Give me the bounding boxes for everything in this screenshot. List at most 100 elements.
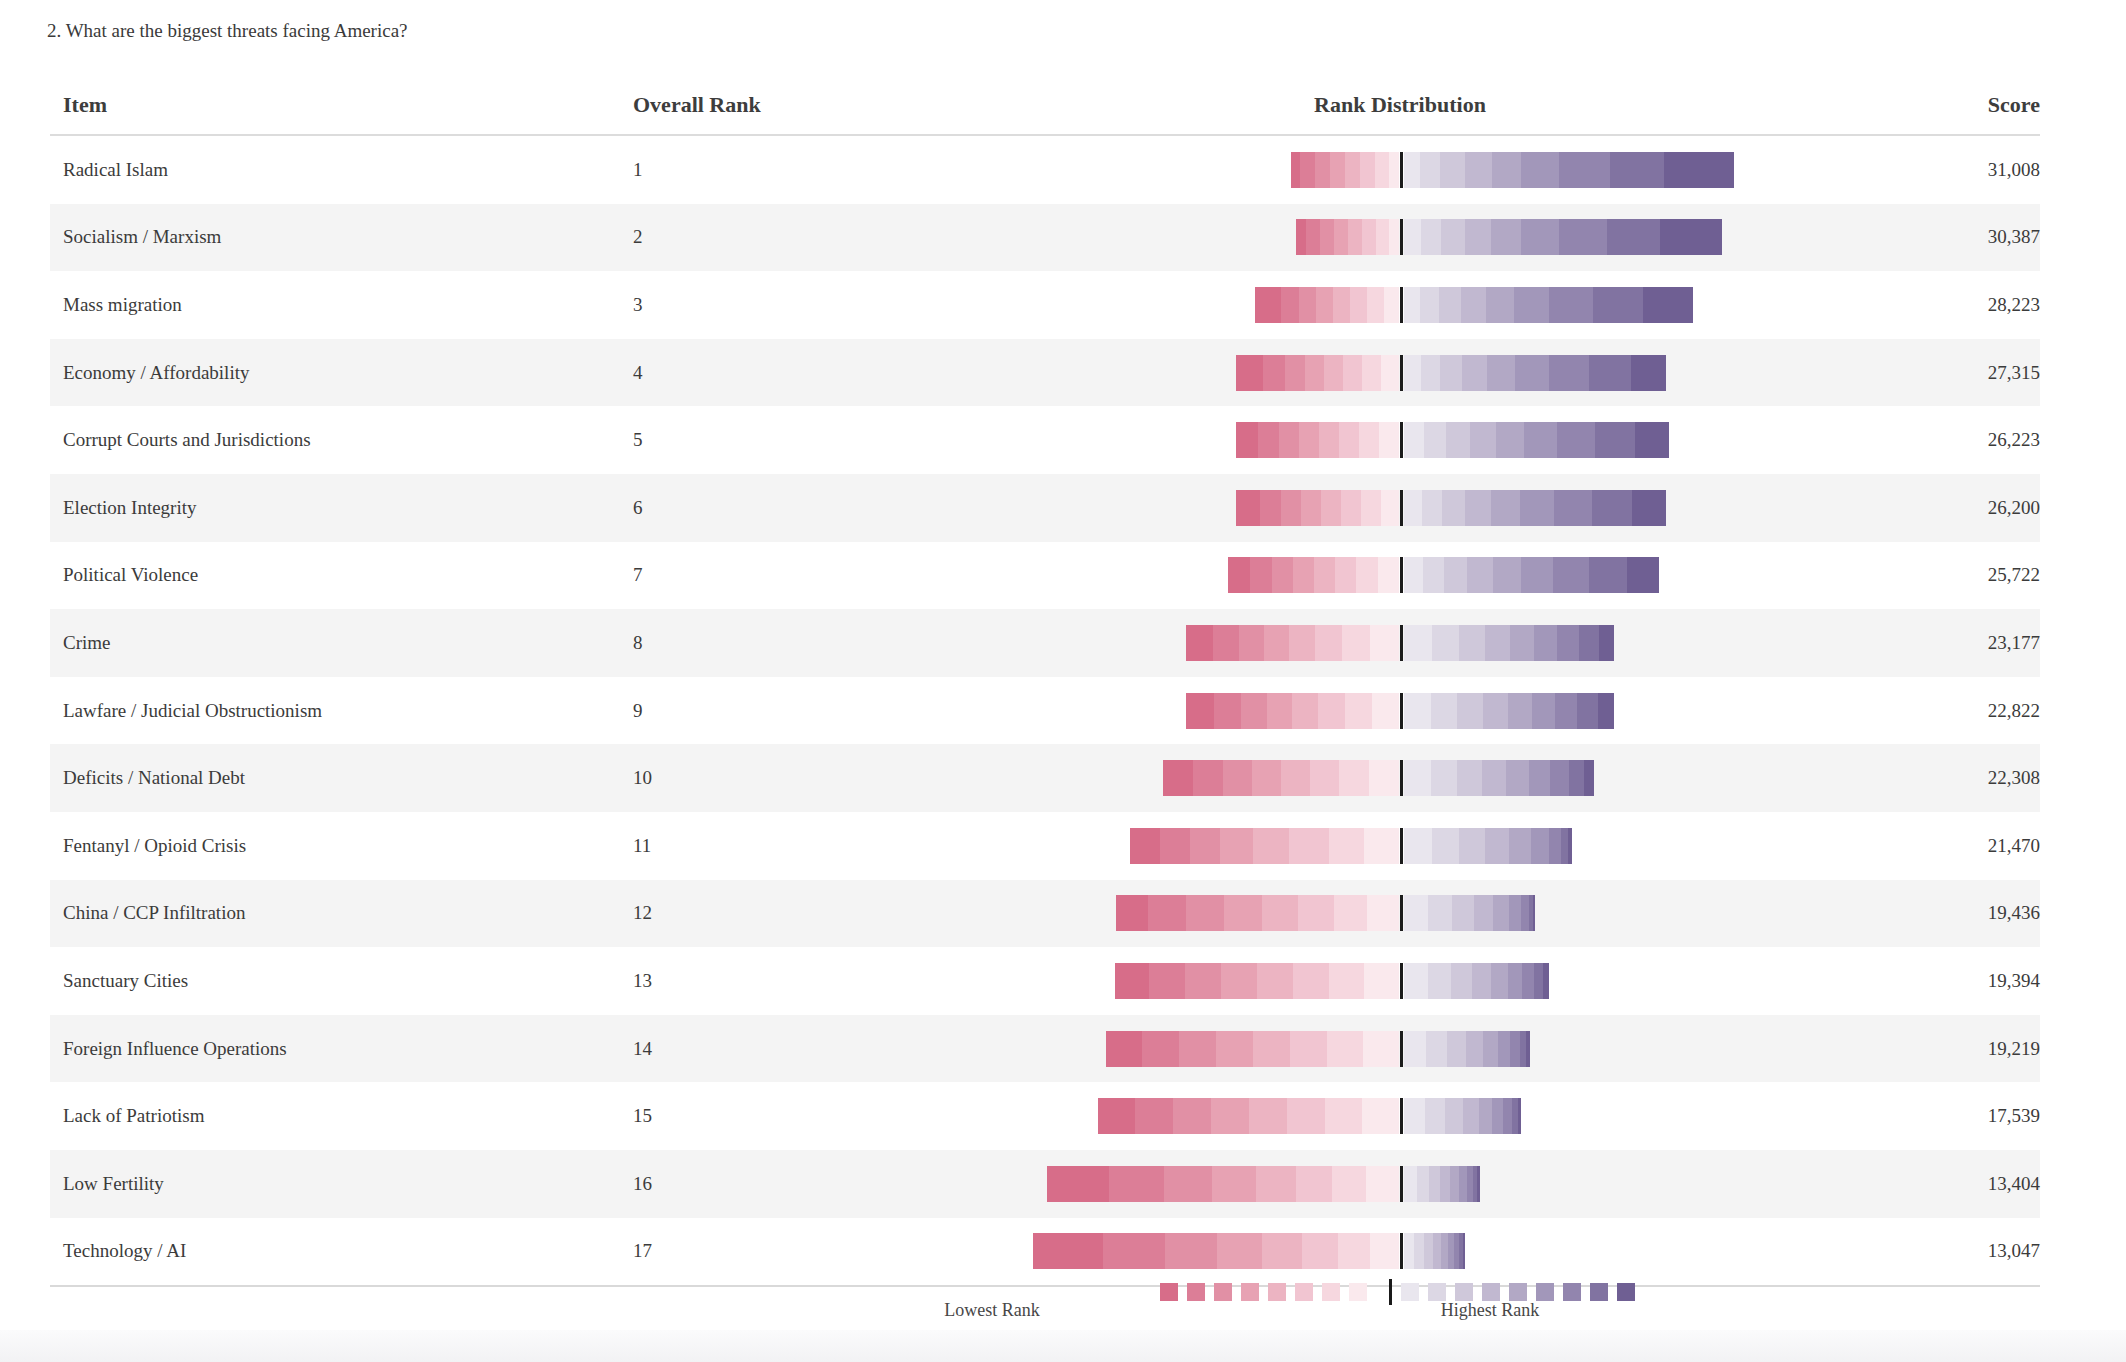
bar-segment-purple (1632, 490, 1666, 526)
bar-segment-purple (1417, 1166, 1429, 1202)
rank-distribution-bar (1098, 1098, 1521, 1134)
bar-segment-pink (1258, 422, 1279, 458)
rank-distribution-bar (1130, 828, 1572, 864)
bar-segment-purple (1465, 152, 1492, 188)
bar-segment-purple (1534, 625, 1557, 661)
bar-segment-pink (1381, 490, 1399, 526)
bar-segment-pink (1236, 490, 1260, 526)
bar-segment-purple (1493, 895, 1509, 931)
bar-segment-pink (1224, 895, 1262, 931)
bar-segment-purple (1424, 422, 1446, 458)
rank-distribution-cell (920, 204, 1880, 272)
bar-segment-pink (1334, 895, 1367, 931)
bar-segment-purple (1450, 1166, 1459, 1202)
bar-segment-purple (1607, 219, 1660, 255)
bar-segment-purple (1404, 693, 1431, 729)
item-label: China / CCP Infiltration (50, 902, 633, 924)
bar-segment-purple (1508, 693, 1532, 729)
bar-segment-pink (1033, 1233, 1103, 1269)
bar-segment-purple (1404, 557, 1423, 593)
page: 2. What are the biggest threats facing A… (0, 0, 2126, 1362)
table-row: Corrupt Courts and Jurisdictions 5 26,22… (50, 406, 2040, 474)
legend-swatch-pink (1241, 1283, 1259, 1301)
bar-segment-purple (1404, 828, 1432, 864)
bar-segment-pink (1279, 422, 1299, 458)
bar-segment-purple (1557, 625, 1579, 661)
bar-segment-pink (1164, 1166, 1212, 1202)
bar-segment-pink (1364, 828, 1399, 864)
bar-segment-purple (1442, 490, 1465, 526)
bar-segment-pink (1190, 828, 1220, 864)
bar-segment-purple (1584, 760, 1594, 796)
bar-segment-purple (1462, 355, 1487, 391)
score-value: 23,177 (1880, 632, 2040, 654)
bar-segment-pink (1356, 557, 1378, 593)
legend-swatch-purple (1563, 1283, 1581, 1301)
bar-median-divider (1400, 760, 1403, 796)
bar-segment-pink (1165, 1233, 1217, 1269)
score-value: 22,822 (1880, 700, 2040, 722)
bar-segment-pink (1345, 152, 1360, 188)
bar-segment-pink (1315, 625, 1342, 661)
table-row: Fentanyl / Opioid Crisis 11 21,470 (50, 812, 2040, 880)
bar-segment-purple (1589, 355, 1631, 391)
rank-distribution-bar (1106, 1031, 1530, 1067)
bar-segment-pink (1334, 219, 1348, 255)
bar-segment-purple (1404, 1166, 1417, 1202)
legend-swatch-pink (1268, 1283, 1286, 1301)
item-label: Mass migration (50, 294, 633, 316)
bar-segment-pink (1362, 355, 1381, 391)
table-row: China / CCP Infiltration 12 19,436 (50, 880, 2040, 948)
bar-segment-purple (1485, 625, 1510, 661)
bar-median-divider (1400, 490, 1403, 526)
rank-distribution-cell (920, 1082, 1880, 1150)
score-value: 28,223 (1880, 294, 2040, 316)
page-title: 2. What are the biggest threats facing A… (47, 20, 408, 42)
rank-distribution-bar (1236, 355, 1666, 391)
bar-segment-purple (1482, 760, 1506, 796)
bar-segment-pink (1255, 287, 1281, 323)
rank-distribution-cell (920, 1150, 1880, 1218)
table-row: Technology / AI 17 13,047 (50, 1218, 2040, 1286)
rank-distribution-bar (1236, 422, 1669, 458)
legend-swatch-purple (1455, 1283, 1473, 1301)
bar-segment-pink (1239, 625, 1264, 661)
bar-segment-purple (1592, 490, 1632, 526)
bar-segment-pink (1372, 693, 1399, 729)
bar-segment-pink (1381, 355, 1399, 391)
rank-distribution-bar (1228, 557, 1659, 593)
bar-segment-purple (1561, 828, 1568, 864)
overall-rank-value: 1 (633, 159, 920, 181)
bar-segment-purple (1589, 557, 1627, 593)
score-value: 19,219 (1880, 1038, 2040, 1060)
bar-segment-pink (1186, 693, 1214, 729)
bar-segment-pink (1361, 490, 1381, 526)
bar-segment-pink (1287, 1098, 1325, 1134)
item-label: Technology / AI (50, 1240, 633, 1262)
bar-median-divider (1400, 557, 1403, 593)
legend-swatch-purple (1428, 1283, 1446, 1301)
score-value: 19,394 (1880, 970, 2040, 992)
bar-median-divider (1400, 1098, 1403, 1134)
bar-segment-purple (1467, 557, 1493, 593)
bar-segment-pink (1217, 1233, 1262, 1269)
rank-distribution-bar (1236, 490, 1666, 526)
rank-distribution-cell (920, 880, 1880, 948)
bar-segment-pink (1135, 1098, 1173, 1134)
bar-segment-purple (1439, 287, 1461, 323)
bar-segment-purple (1568, 828, 1572, 864)
score-value: 21,470 (1880, 835, 2040, 857)
bar-segment-pink (1264, 625, 1289, 661)
overall-rank-value: 11 (633, 835, 920, 857)
bar-segment-pink (1362, 219, 1376, 255)
bar-segment-pink (1299, 287, 1316, 323)
score-value: 22,308 (1880, 767, 2040, 789)
bar-segment-purple (1509, 828, 1531, 864)
rank-distribution-bar (1186, 625, 1614, 661)
bar-segment-pink (1376, 219, 1389, 255)
bar-segment-pink (1343, 355, 1362, 391)
bar-segment-pink (1359, 422, 1379, 458)
bar-median-divider (1400, 828, 1403, 864)
bar-segment-pink (1263, 355, 1285, 391)
bar-segment-pink (1223, 760, 1252, 796)
